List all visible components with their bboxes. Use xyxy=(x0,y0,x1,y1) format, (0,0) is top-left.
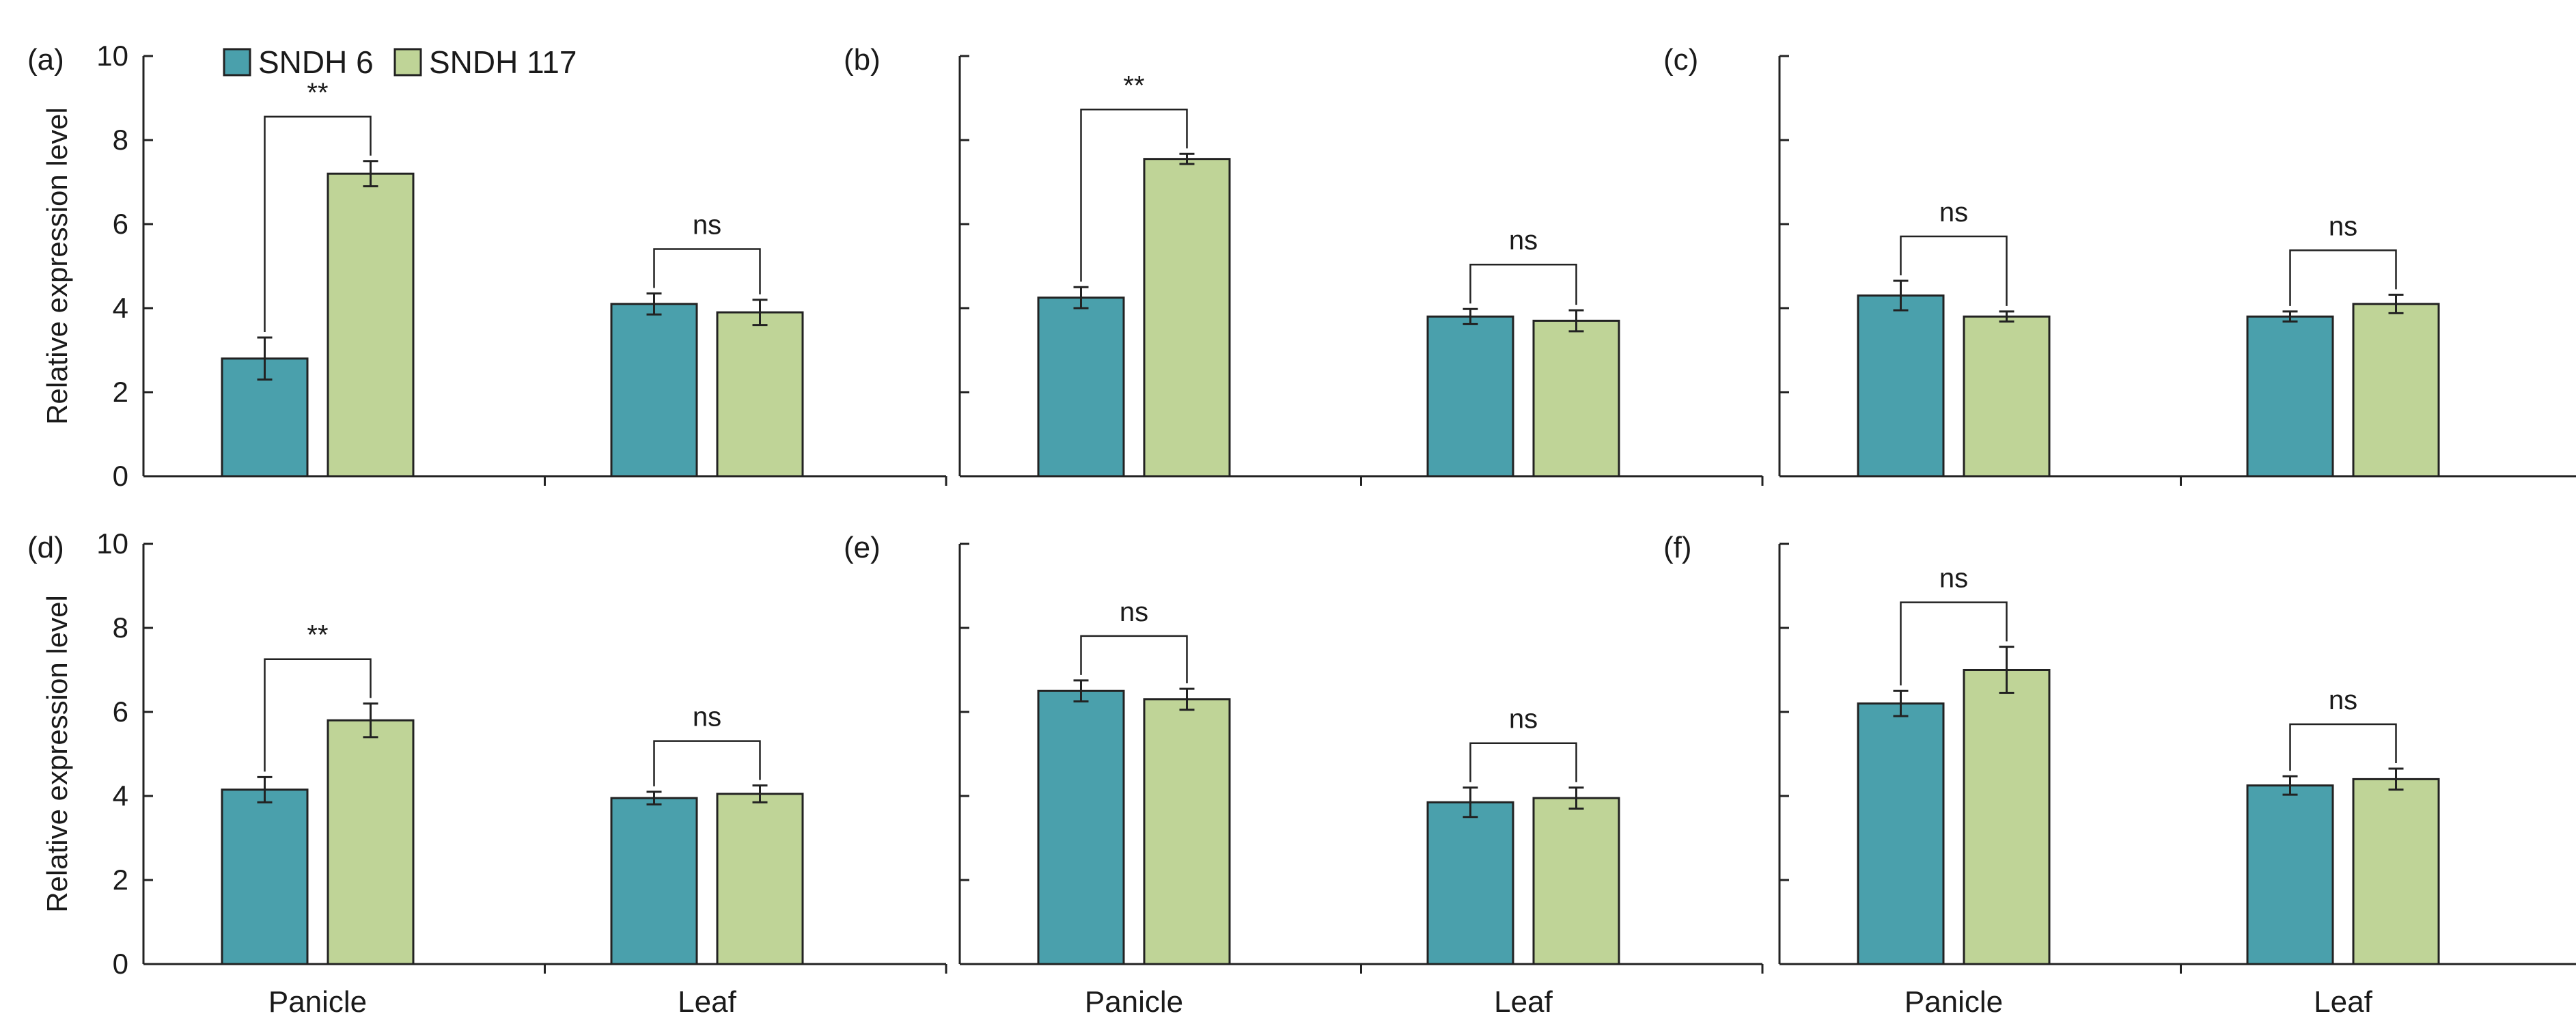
bar-leaf-sndh6 xyxy=(610,797,698,965)
y-tick-label: 4 xyxy=(113,292,128,324)
significance-bracket xyxy=(653,740,761,786)
significance-bracket xyxy=(2289,723,2397,771)
y-tick-label: 2 xyxy=(113,376,128,408)
panel-label: (f) xyxy=(1663,531,1692,564)
significance-bracket xyxy=(1900,601,2008,686)
significance-label: ns xyxy=(1509,704,1538,734)
panel-c: (c) ns ns xyxy=(1663,43,2576,486)
bar-panicle-sndh6 xyxy=(221,788,309,965)
significance-label: ns xyxy=(1120,597,1148,627)
bar-panicle-sndh117 xyxy=(1143,698,1231,965)
bar-panicle-sndh6 xyxy=(1037,689,1125,965)
legend-swatch-sndh6 xyxy=(223,48,251,77)
category-label: Panicle xyxy=(1085,985,1183,1019)
significance-label: ns xyxy=(2329,211,2357,241)
bar-panicle-sndh117 xyxy=(327,719,415,965)
significance-bracket xyxy=(1469,263,1577,305)
bar-leaf-sndh117 xyxy=(2352,303,2440,478)
category-label: Leaf xyxy=(2314,985,2372,1019)
bar-leaf-sndh6 xyxy=(1426,801,1514,965)
bar-panicle-sndh6 xyxy=(1857,702,1945,965)
significance-label: ** xyxy=(307,78,328,108)
bar-leaf-sndh6 xyxy=(2246,784,2334,965)
significance-label: ns xyxy=(1939,197,1968,228)
significance-bracket xyxy=(264,658,372,772)
bar-panicle-sndh6 xyxy=(1857,294,1945,478)
y-axis-title: Relative expression level xyxy=(41,107,73,425)
significance-label: ns xyxy=(1509,225,1538,256)
significance-bracket xyxy=(1080,635,1188,684)
bar-leaf-sndh6 xyxy=(610,303,698,478)
significance-bracket xyxy=(1080,109,1188,282)
legend-swatch-sndh117 xyxy=(393,48,422,77)
y-tick-label: 10 xyxy=(96,527,128,560)
category-label: Panicle xyxy=(268,985,367,1019)
panel-label: (b) xyxy=(844,43,881,77)
panel-label: (e) xyxy=(844,531,881,564)
bar-leaf-sndh117 xyxy=(716,311,804,478)
significance-label: ** xyxy=(1123,70,1144,100)
bar-panicle-sndh117 xyxy=(1963,315,2051,478)
category-label: Leaf xyxy=(1494,985,1553,1019)
y-tick-label: 8 xyxy=(113,124,128,156)
panel-f: (f) ns Panicle ns Leaf xyxy=(1663,531,2576,1019)
bar-leaf-sndh117 xyxy=(1532,319,1620,478)
panel-label: (d) xyxy=(27,531,64,564)
bar-leaf-sndh117 xyxy=(2352,778,2440,965)
y-tick-label: 8 xyxy=(113,611,128,644)
panel-b: (b) ** ns xyxy=(844,43,1764,486)
bar-leaf-sndh6 xyxy=(2246,315,2334,478)
bar-panicle-sndh117 xyxy=(1143,158,1231,478)
significance-label: ns xyxy=(1939,564,1968,594)
bar-leaf-sndh6 xyxy=(1426,315,1514,478)
bar-leaf-sndh117 xyxy=(716,793,804,965)
bar-panicle-sndh6 xyxy=(1037,297,1125,478)
significance-label: ** xyxy=(307,620,328,650)
significance-bracket xyxy=(264,115,372,333)
y-tick-label: 0 xyxy=(113,460,128,492)
panel-a: (a) 0 2 4 6 8 10 Relative expression level ** ns xyxy=(27,40,947,492)
y-tick-label: 4 xyxy=(113,780,128,812)
bar-leaf-sndh117 xyxy=(1532,797,1620,965)
legend: SNDH 6 SNDH 117 xyxy=(223,44,577,80)
significance-bracket xyxy=(653,248,761,294)
y-tick-label: 6 xyxy=(113,696,128,728)
significance-label: ns xyxy=(693,702,721,732)
bar-panicle-sndh117 xyxy=(1963,669,2051,965)
panel-label: (a) xyxy=(27,43,64,77)
significance-label: ns xyxy=(2329,685,2357,715)
y-axis-title: Relative expression level xyxy=(41,595,73,913)
panel-label: (c) xyxy=(1663,43,1698,77)
category-label: Panicle xyxy=(1905,985,2003,1019)
category-label: Leaf xyxy=(678,985,736,1019)
panel-e: (e) ns Panicle ns Leaf xyxy=(844,531,1764,1019)
y-tick-label: 10 xyxy=(96,40,128,72)
legend-label-sndh117: SNDH 117 xyxy=(429,44,577,80)
significance-bracket xyxy=(1469,742,1577,782)
significance-bracket xyxy=(1900,235,2008,306)
significance-label: ns xyxy=(693,210,721,240)
legend-label-sndh6: SNDH 6 xyxy=(258,44,374,80)
bar-panicle-sndh117 xyxy=(327,172,415,478)
y-tick-label: 0 xyxy=(113,948,128,980)
y-tick-label: 2 xyxy=(113,864,128,896)
panel-d: (d) 0 2 4 6 8 10 Relative expression level ** Pan… xyxy=(27,527,947,1019)
y-tick-label: 6 xyxy=(113,208,128,240)
significance-bracket xyxy=(2289,249,2397,306)
